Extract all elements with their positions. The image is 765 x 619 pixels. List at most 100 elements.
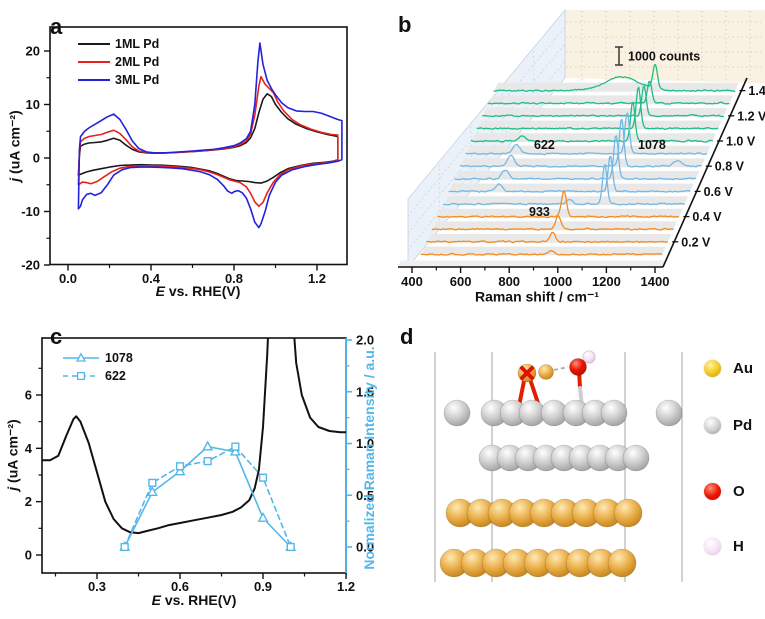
pd-atom	[600, 399, 628, 427]
tick-label: 1.2	[337, 579, 355, 594]
raman-spectrum-1.1V	[476, 86, 719, 131]
pd-legend-sphere	[704, 417, 721, 434]
tick-label: 6	[25, 387, 32, 402]
voltage-label: 0.4 V	[692, 210, 722, 224]
panel-b-x-axis-title: Raman shift / cm⁻¹	[474, 288, 600, 305]
trace-floor-strip	[494, 82, 739, 92]
legend-item-3ml-pd: 3ML Pd	[78, 72, 159, 88]
legend-item-622: 622	[62, 368, 133, 384]
raman-spectrum-0.7V	[454, 135, 697, 181]
tick-label: -20	[21, 258, 40, 273]
tick-label: 10	[26, 97, 40, 112]
pd-atom	[443, 399, 471, 427]
panel-a-x-axis-title: E vs. RHE(V)	[155, 283, 241, 299]
atom-legend-label: O	[733, 483, 745, 500]
tick-label: 1200	[592, 274, 621, 289]
legend-marker-swatch	[63, 371, 99, 381]
atom-legend-item-h: H	[704, 538, 744, 555]
raman-spectrum-0.6V	[448, 155, 691, 193]
atom-legend-label: Au	[733, 360, 753, 377]
legend-line-swatch	[78, 79, 110, 81]
legend-label: 2ML Pd	[115, 55, 160, 69]
tick-label: 2	[25, 494, 32, 509]
trace-floor-strip	[454, 171, 700, 180]
legend-item-1078: 1078	[62, 350, 133, 366]
panel-c-right-axis-title: Normalized Raman Intensity / a.u.	[361, 346, 377, 570]
tick-label: 0.6	[171, 579, 189, 594]
raman-spectrum-0.4V	[437, 190, 680, 219]
voltage-label: 1.2 V	[737, 109, 765, 123]
tick-label: 2.0	[356, 333, 374, 348]
raman-waterfall-panel-b: 400 600 800 1000 1200 1400 0.2 V 0.4 V 0.6 V 0.8 …	[398, 8, 765, 289]
atom-legend-label: Pd	[733, 417, 753, 434]
raman-spectrum-1.0V	[470, 101, 713, 143]
combo-plot-area: 0.3 0.6 0.9 1.2 0 2 4 6 0.0 0.5 1.0 1.5 2.0	[25, 333, 374, 595]
tick-label: 0.4	[142, 271, 161, 286]
cv-plot-area: 0.0 0.4 0.8 1.2 -20 -10 0 10 20	[21, 26, 348, 286]
trace-floor-strip	[482, 108, 728, 117]
trace-floor-strip	[471, 133, 717, 142]
raman-spectrum-0.8V	[459, 118, 702, 168]
voltage-label: 0.8 V	[715, 160, 745, 174]
cv-curve-3ml-pd	[77, 42, 343, 229]
tick-label: 4	[25, 441, 33, 456]
legend-marker-swatch	[63, 352, 99, 362]
o-legend-sphere	[704, 483, 721, 500]
peak-annotation-1078: 1078	[638, 138, 666, 152]
voltage-label: 1.4 V	[748, 84, 765, 98]
legend-label: 1ML Pd	[115, 37, 160, 51]
pd-atom	[622, 444, 650, 472]
raman-spectrum-0.1V	[420, 249, 663, 256]
tick-label: 400	[401, 274, 423, 289]
panel-a-y-axis-title: j (uA cm⁻²)	[6, 110, 23, 182]
raman-spectrum-0.2V	[426, 231, 669, 244]
cv-curve-2ml-pd	[77, 75, 339, 207]
tick-label: 1400	[641, 274, 670, 289]
trace-floor-strip	[466, 145, 711, 155]
raman-spectrum-0.9V	[465, 112, 708, 156]
cv-chart-panel-a: 0.0 0.4 0.8 1.2 -20 -10 0 10 20	[21, 26, 348, 286]
tick-label: 0.3	[88, 579, 106, 594]
panel-letter-c: c	[50, 324, 63, 349]
trace-floor-strip	[477, 120, 722, 130]
panel-c-y-axis-title: j (uA cm⁻²)	[4, 419, 21, 491]
tick-label: 0.8	[225, 271, 243, 286]
au-atom	[607, 548, 637, 578]
peak-annotation-933: 933	[529, 205, 550, 219]
tick-label: 0	[33, 151, 40, 166]
tick-label: 600	[450, 274, 472, 289]
cv-legend: 1ML Pd 2ML Pd 3ML Pd	[78, 36, 159, 88]
au-atom	[613, 498, 643, 528]
trace-floor-strip	[449, 183, 694, 193]
cv-current-curve	[42, 338, 346, 535]
tick-label: 1.5	[356, 384, 374, 399]
legend-label: 3ML Pd	[115, 73, 160, 87]
tick-label: 1.0	[356, 436, 374, 451]
pd-atom	[655, 399, 683, 427]
legend-item-1ml-pd: 1ML Pd	[78, 36, 159, 52]
raman-spectrum-1.3V	[487, 80, 730, 105]
waterfall-plot: 400 600 800 1000 1200 1400 0.2 V 0.4 V 0.6 V 0.8 …	[398, 8, 765, 289]
voltage-label: 0.2 V	[681, 235, 711, 249]
legend-label: 622	[105, 369, 126, 383]
atom-legend-label: H	[733, 538, 744, 555]
tick-label: 1000	[543, 274, 572, 289]
atom-legend-item-au: Au	[704, 360, 753, 377]
trace-floor-strip	[488, 95, 733, 105]
voltage-label: 0.6 V	[704, 185, 734, 199]
tick-label: 0.5	[356, 488, 374, 503]
panel-letter-d: d	[400, 324, 414, 349]
tick-label: 0.0	[356, 540, 374, 555]
atom-legend-item-o: O	[704, 483, 745, 500]
tick-label: 20	[26, 44, 40, 59]
peak-annotation-622: 622	[534, 138, 555, 152]
atomic-structure-panel-d	[434, 350, 683, 582]
h-atom	[582, 350, 596, 364]
atom-legend-item-pd: Pd	[704, 417, 752, 434]
dashed-interaction-bond	[553, 366, 569, 371]
legend-item-2ml-pd: 2ML Pd	[78, 54, 159, 70]
legend-line-swatch	[78, 61, 110, 63]
trace-floor-strip	[421, 246, 666, 256]
scale-bar-label: 1000 counts	[628, 50, 700, 64]
